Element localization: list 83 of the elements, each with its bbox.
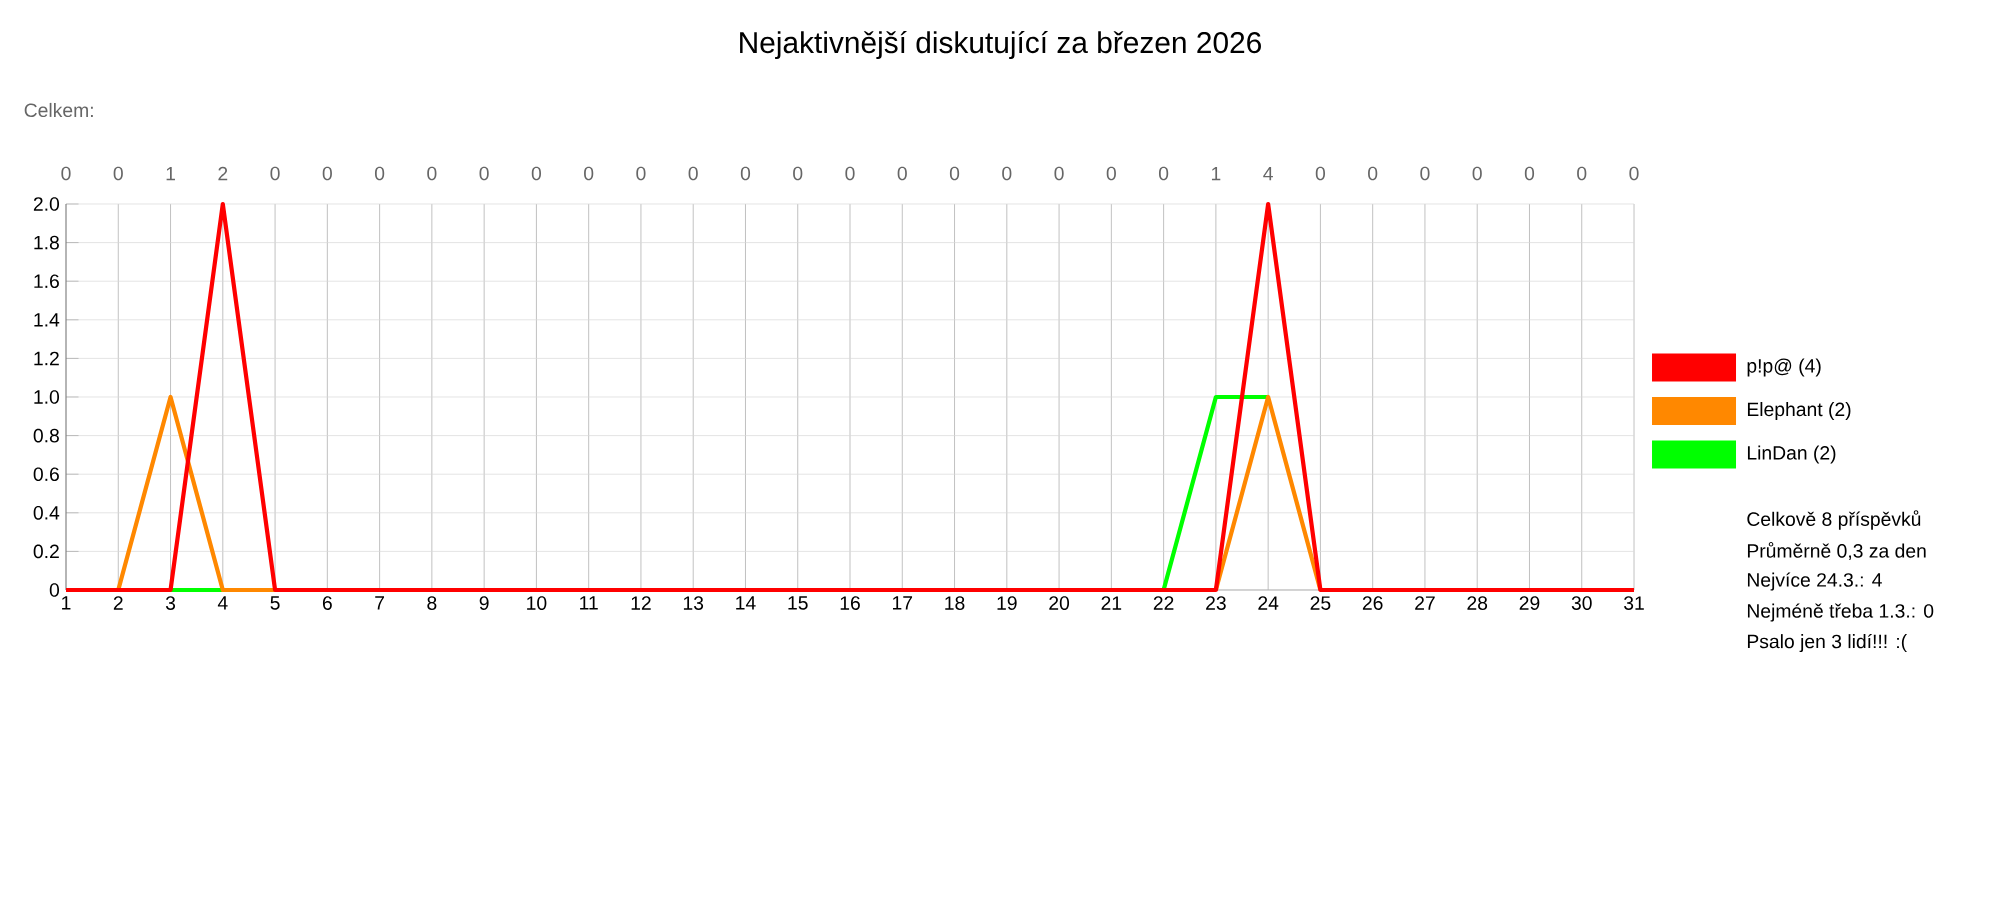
x-tick-label: 2 — [113, 596, 123, 610]
text: 0 — [897, 166, 907, 181]
y-tick-label: 1.4 — [34, 313, 60, 327]
x-tick-label: 23 — [1206, 596, 1226, 610]
text: 0 — [1472, 166, 1482, 181]
y-tick-label: 1.2 — [34, 351, 59, 366]
y-tick-label: 0.8 — [33, 428, 59, 443]
text: 1 — [166, 167, 175, 181]
text: 0 — [740, 166, 751, 181]
text: 4 — [1263, 167, 1273, 181]
x-tick-label: 25 — [1310, 596, 1331, 610]
x-tick-label: 1 — [62, 596, 71, 610]
text: 0 — [845, 166, 855, 181]
x-tick-label: 30 — [1571, 596, 1592, 610]
text: 0 — [793, 166, 803, 181]
x-tick-label: 27 — [1415, 596, 1435, 610]
text: Nejméně třeba 1.3.: 0 — [1747, 603, 1934, 622]
x-tick-label: 4 — [217, 596, 228, 610]
x-tick-label: 15 — [788, 596, 808, 610]
y-tick-label: 1.0 — [34, 390, 60, 404]
x-tick-label: 3 — [165, 596, 176, 610]
text: 0 — [949, 166, 960, 181]
y-tick-label: 1.6 — [34, 274, 59, 289]
text: 0 — [1315, 166, 1326, 181]
text: 0 — [1629, 166, 1639, 181]
text: Průměrně 0,3 za den — [1747, 541, 1926, 561]
x-tick-label: 10 — [527, 596, 547, 610]
y-tick-label: 2.0 — [33, 197, 60, 211]
x-tick-label: 9 — [479, 596, 489, 610]
legend-label: LinDan (2) — [1747, 445, 1836, 464]
x-tick-label: 29 — [1519, 596, 1540, 610]
y-tick-label: 0.6 — [33, 467, 59, 482]
x-tick-label: 21 — [1101, 596, 1122, 610]
x-tick-label: 12 — [631, 596, 651, 610]
x-tick-label: 28 — [1467, 596, 1488, 610]
text: 0 — [322, 166, 332, 181]
legend-label: Elephant (2) — [1747, 402, 1851, 420]
x-tick-label: 13 — [683, 596, 704, 610]
text: Nejvíce 24.3.: 4 — [1747, 572, 1882, 591]
x-tick-label: 11 — [580, 596, 598, 610]
x-tick-label: 24 — [1258, 596, 1279, 610]
text: 0 — [1002, 166, 1012, 181]
text: Psalo jen 3 lidí!!! :( — [1747, 633, 1908, 653]
text: 0 — [636, 166, 646, 181]
text: 0 — [374, 166, 385, 181]
text: Celkem: — [24, 102, 93, 118]
text: 0 — [1577, 166, 1587, 181]
text: 0 — [113, 166, 123, 181]
x-tick-label: 22 — [1153, 596, 1174, 610]
x-tick-label: 18 — [945, 596, 965, 610]
text: 0 — [270, 166, 280, 181]
text: 0 — [479, 166, 489, 181]
x-tick-label: 26 — [1362, 596, 1383, 610]
text: 0 — [61, 166, 71, 181]
text: 0 — [1524, 166, 1535, 181]
x-tick-label: 20 — [1049, 596, 1070, 610]
text: 0 — [427, 166, 437, 181]
x-tick-label: 5 — [270, 596, 280, 610]
x-tick-label: 6 — [322, 596, 332, 610]
x-tick-label: 16 — [840, 596, 860, 610]
text: 0 — [584, 166, 594, 181]
text: 1 — [1211, 167, 1221, 181]
x-tick-label: 7 — [375, 596, 385, 610]
y-tick-label: 1.8 — [34, 235, 59, 250]
y-tick-label: 0.4 — [33, 505, 60, 520]
x-tick-label: 14 — [736, 596, 756, 610]
text: 0 — [1106, 166, 1116, 181]
text: 0 — [531, 166, 542, 181]
text: 0 — [1158, 166, 1169, 181]
text: 2 — [218, 166, 228, 181]
chart-title: Nejaktivnější diskutující za březen 2026 — [740, 30, 1261, 60]
x-tick-label: 31 — [1624, 596, 1644, 610]
text: 0 — [688, 166, 698, 181]
x-tick-label: 17 — [892, 596, 913, 610]
text: 0 — [1054, 166, 1064, 181]
legend-label: p!p@ (4) — [1747, 358, 1821, 377]
y-tick-label: 0.2 — [33, 544, 59, 559]
x-tick-label: 8 — [427, 596, 437, 610]
y-tick-label: 0 — [49, 583, 60, 597]
x-tick-label: 19 — [997, 596, 1017, 610]
text: 0 — [1420, 166, 1430, 181]
text: 0 — [1368, 166, 1378, 181]
text: Celkově 8 příspěvků — [1747, 510, 1921, 530]
